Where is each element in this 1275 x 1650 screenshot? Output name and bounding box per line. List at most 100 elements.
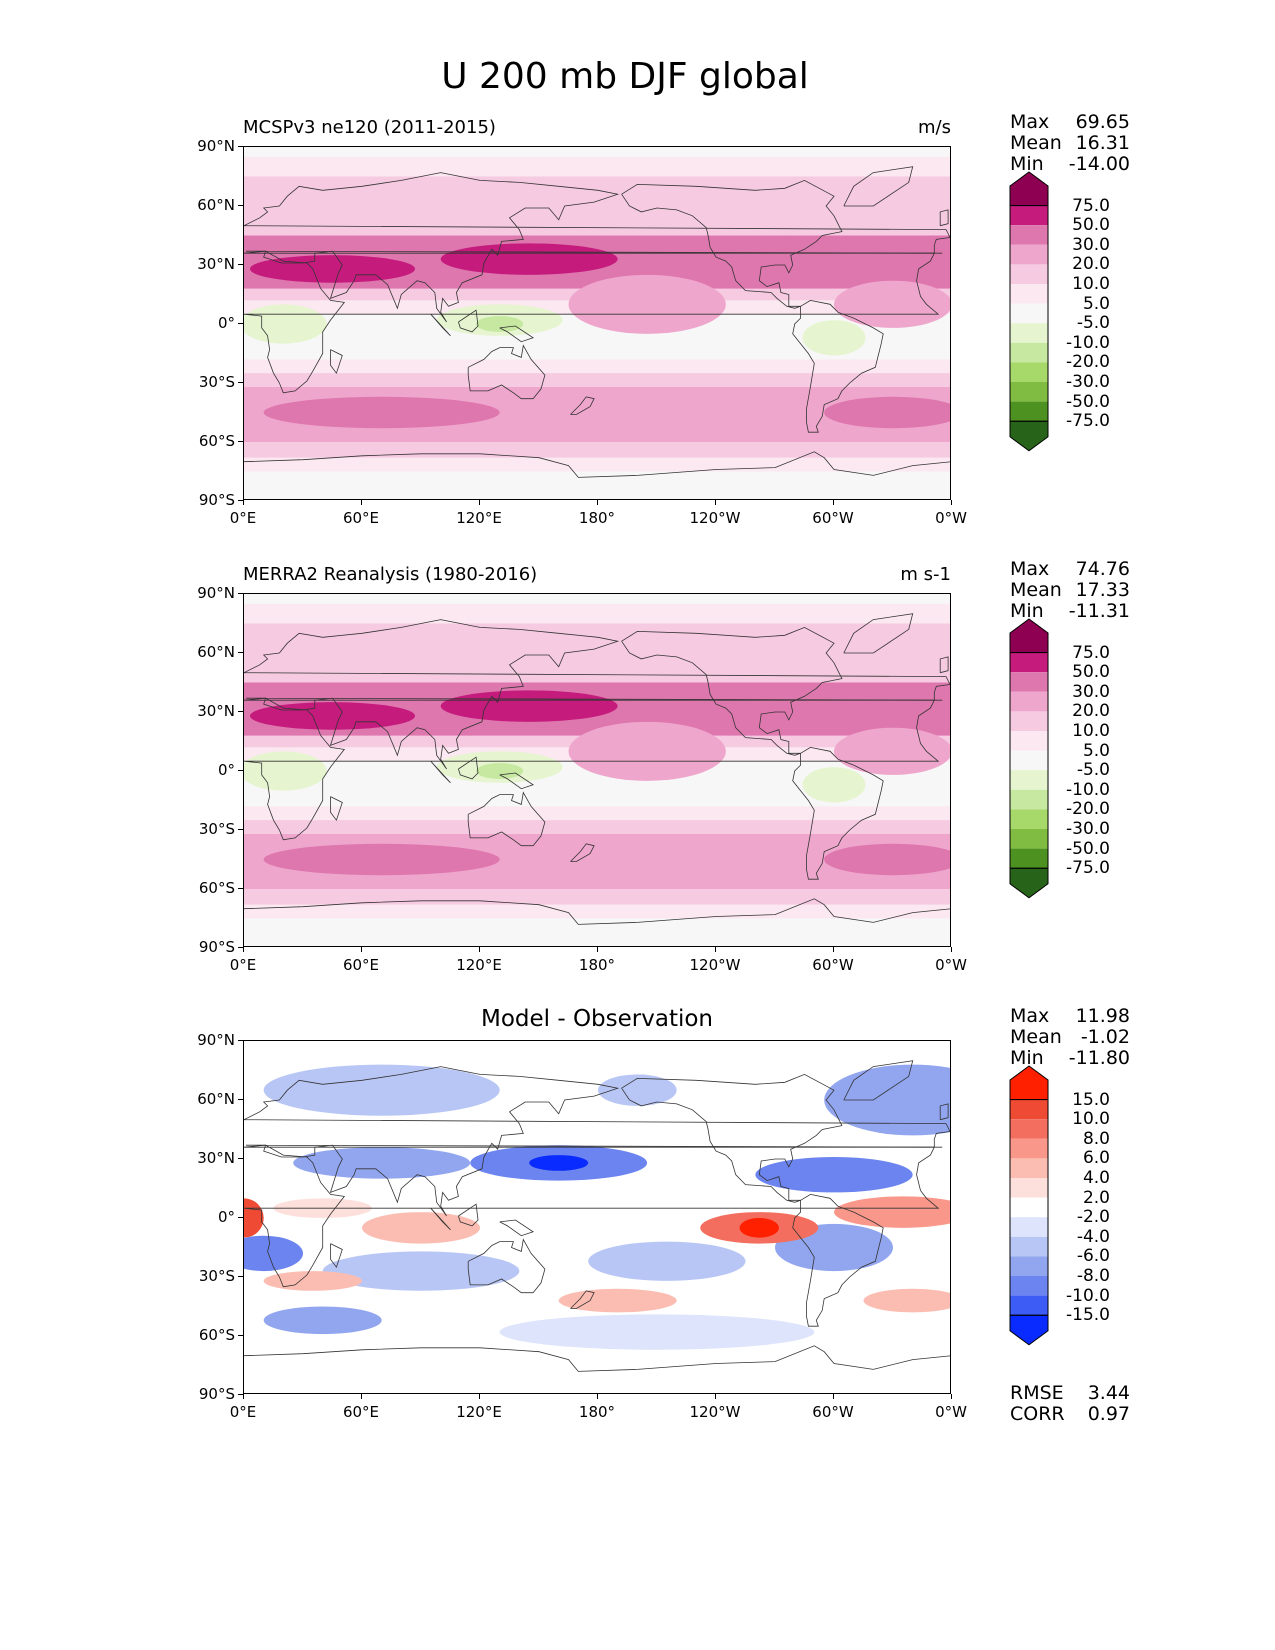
colorbar-tick-label: 10.0	[1072, 274, 1110, 294]
colorbar-tick-label: 6.0	[1082, 1148, 1110, 1169]
coastline-11	[330, 796, 343, 822]
stat-max-label: Max	[1010, 558, 1050, 580]
lon-tick-mark	[243, 500, 244, 505]
wind-field	[244, 594, 950, 946]
lon-tick-mark	[951, 1394, 952, 1399]
colorbar-segment	[1010, 264, 1048, 284]
colorbar-tick-label: -8.0	[1076, 1266, 1110, 1286]
panel-units-label: m/s	[918, 117, 951, 138]
lat-tick-mark	[238, 652, 243, 653]
neg-north-america	[755, 1157, 913, 1193]
jet-south-atlantic	[824, 396, 950, 429]
colorbar-tick-label: -20.0	[1066, 799, 1110, 820]
lon-tick-label: 120°W	[689, 509, 741, 527]
colorbar-tick-label: 2.0	[1082, 1187, 1110, 1208]
coastline-10	[570, 1290, 595, 1309]
colorbar	[1009, 1065, 1049, 1346]
stat-mean-value: 16.31	[1075, 132, 1130, 154]
lon-tick-label: 60°E	[342, 509, 380, 527]
colorbar-tick-label: -15.0	[1066, 1305, 1110, 1326]
stat-rmse-label: RMSE	[1010, 1382, 1064, 1404]
atlantic-westerly-duct	[834, 280, 950, 328]
colorbar-segment	[1010, 1276, 1048, 1296]
neg-south-africa	[244, 1235, 303, 1272]
colorbar-tick-label: 75.0	[1072, 195, 1110, 216]
colorbar	[1009, 171, 1049, 452]
coastline-7	[499, 772, 535, 790]
lat-tick-label: 60°N	[197, 196, 235, 214]
colorbar	[1009, 618, 1049, 899]
colorbar-segment	[1010, 362, 1048, 382]
colorbar-tick-label: 5.0	[1082, 740, 1110, 761]
coastline-5	[244, 898, 950, 925]
map-panel-obs[interactable]	[243, 593, 951, 947]
lon-tick-label: 0°E	[229, 509, 257, 527]
coastline-1	[244, 1144, 940, 1288]
colorbar-segment	[1010, 731, 1048, 751]
stat-min-value: -11.80	[1068, 1047, 1130, 1069]
band-sh-sub	[244, 820, 950, 834]
lon-tick-mark	[833, 500, 834, 505]
coastlines	[244, 1060, 950, 1372]
colorbar-segment	[1010, 323, 1048, 343]
lon-tick-mark	[597, 947, 598, 952]
stat-min-label: Min	[1010, 1047, 1044, 1069]
map-canvas	[244, 1041, 950, 1393]
easterly-core	[476, 316, 524, 332]
jet-south-atlantic	[824, 843, 950, 876]
colorbar-tick-label: -30.0	[1066, 372, 1110, 392]
lon-tick-label: 60°W	[812, 509, 854, 527]
lon-tick-label: 120°E	[456, 1403, 502, 1421]
stat-max-value: 74.76	[1075, 558, 1130, 580]
lat-tick-label: 30°S	[198, 1267, 235, 1285]
map-panel-model[interactable]	[243, 146, 951, 500]
pos-indian-eq	[362, 1212, 480, 1244]
lon-tick-label: 0°E	[229, 1403, 257, 1421]
colorbar-tick-label: -5.0	[1076, 313, 1110, 334]
neg-pacific-core	[529, 1155, 589, 1171]
colorbar-segment	[1010, 711, 1048, 731]
neg-southern-ocean	[263, 1306, 382, 1335]
colorbar-extend-bottom	[1009, 420, 1049, 452]
colorbar-tick-label: 10.0	[1072, 1109, 1110, 1130]
stat-mean-label: Mean	[1010, 132, 1062, 154]
lon-tick-label: 0°W	[935, 509, 967, 527]
lat-tick-label: 60°S	[198, 879, 235, 897]
colorbar-tick-label: 30.0	[1072, 681, 1110, 702]
coastline-6	[843, 166, 914, 207]
stat-max-label: Max	[1010, 1005, 1050, 1027]
coastline-12	[939, 656, 949, 674]
colorbar-extend-top	[1009, 171, 1049, 207]
map-canvas	[244, 594, 950, 946]
colorbar-tick-label: 15.0	[1072, 1089, 1110, 1110]
map-canvas	[244, 147, 950, 499]
lat-tick-mark	[238, 500, 243, 501]
lat-tick-label: 60°S	[198, 1326, 235, 1344]
lat-tick-label: 60°S	[198, 432, 235, 450]
lat-tick-mark	[238, 1217, 243, 1218]
lon-tick-mark	[243, 947, 244, 952]
colorbar-tick-label: -50.0	[1066, 391, 1110, 412]
lat-tick-mark	[238, 1394, 243, 1395]
coastlines	[244, 166, 950, 478]
stat-mean-value: -1.02	[1080, 1026, 1130, 1048]
stat-rmse-value: 3.44	[1087, 1382, 1130, 1404]
coastline-7	[499, 325, 535, 343]
stat-mean-value: 17.33	[1075, 579, 1130, 601]
stat-min-value: -14.00	[1068, 153, 1130, 175]
lon-tick-label: 60°E	[342, 1403, 380, 1421]
lat-tick-label: 90°S	[198, 938, 235, 956]
coastline-8	[430, 1207, 451, 1231]
band-sh-polar	[244, 457, 950, 472]
colorbar-segment	[1010, 1119, 1048, 1139]
lon-tick-mark	[833, 1394, 834, 1399]
jet-indian-ocean	[263, 843, 500, 876]
coastline-4	[792, 746, 884, 880]
colorbar-segment	[1010, 672, 1048, 692]
jet-africa-asia	[249, 255, 416, 283]
coastline-3	[621, 1073, 843, 1203]
coastline-2	[467, 344, 546, 400]
coastline-5	[244, 1345, 950, 1372]
lon-tick-label: 60°E	[342, 956, 380, 974]
map-panel-diff[interactable]	[243, 1040, 951, 1394]
